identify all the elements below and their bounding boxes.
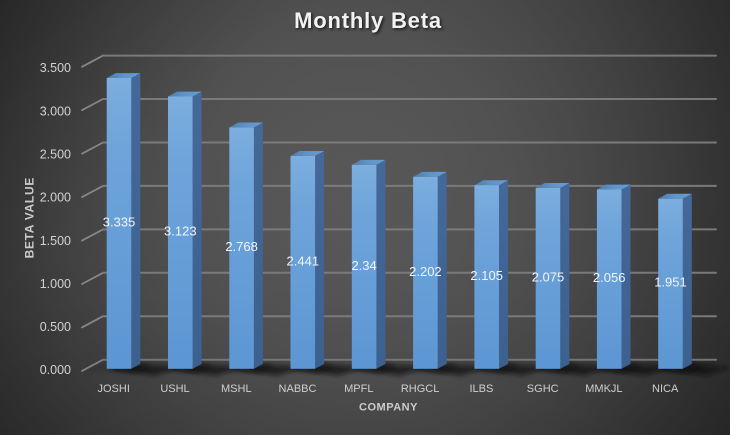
- svg-text:2.075: 2.075: [532, 269, 565, 284]
- svg-text:2.000: 2.000: [40, 191, 71, 205]
- svg-text:1.500: 1.500: [40, 234, 71, 248]
- svg-text:NICA: NICA: [652, 383, 679, 395]
- svg-text:3.500: 3.500: [40, 61, 71, 75]
- svg-text:JOSHI: JOSHI: [97, 383, 129, 395]
- svg-text:1.951: 1.951: [654, 275, 687, 290]
- svg-text:USHL: USHL: [160, 383, 189, 395]
- svg-text:SGHC: SGHC: [527, 383, 559, 395]
- svg-text:RHGCL: RHGCL: [401, 383, 440, 395]
- svg-text:NABBC: NABBC: [279, 383, 317, 395]
- svg-text:MMKJL: MMKJL: [585, 383, 622, 395]
- svg-text:MSHL: MSHL: [221, 383, 252, 395]
- svg-text:2.500: 2.500: [40, 148, 71, 162]
- svg-text:0.500: 0.500: [40, 320, 71, 334]
- svg-text:BETA VALUE: BETA VALUE: [22, 177, 36, 258]
- svg-text:2.202: 2.202: [409, 264, 442, 279]
- svg-text:3.335: 3.335: [103, 214, 136, 229]
- svg-text:ILBS: ILBS: [469, 383, 493, 395]
- svg-text:COMPANY: COMPANY: [359, 402, 418, 414]
- svg-text:Monthly Beta: Monthly Beta: [294, 8, 442, 33]
- svg-text:Monthly Beta: Monthly Beta: [296, 10, 444, 35]
- svg-text:2.34: 2.34: [351, 258, 376, 273]
- svg-text:2.105: 2.105: [470, 268, 503, 283]
- svg-text:1.000: 1.000: [40, 277, 71, 291]
- svg-text:2.768: 2.768: [225, 239, 258, 254]
- svg-text:3.000: 3.000: [40, 104, 71, 118]
- svg-text:MPFL: MPFL: [344, 383, 373, 395]
- svg-text:2.056: 2.056: [593, 270, 626, 285]
- svg-text:3.123: 3.123: [164, 224, 197, 239]
- svg-text:0.000: 0.000: [40, 363, 71, 377]
- svg-text:2.441: 2.441: [287, 253, 320, 268]
